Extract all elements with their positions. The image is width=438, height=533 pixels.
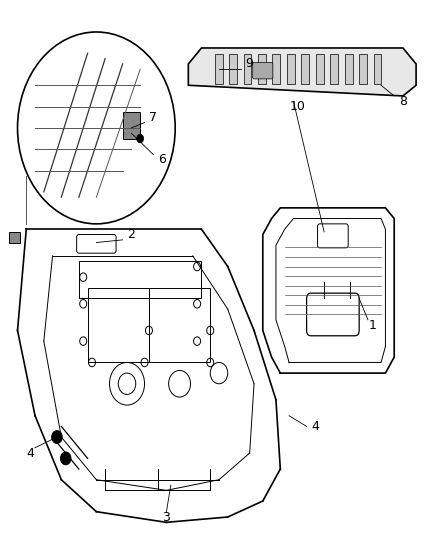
Text: 6: 6 [158,154,166,166]
Bar [244,54,251,84]
Bar [215,54,223,84]
Bar [88,288,149,362]
Bar [301,54,309,84]
Text: 1: 1 [368,319,376,332]
Text: 7: 7 [149,111,157,124]
Text: 3: 3 [162,511,170,523]
Text: 4: 4 [27,447,35,459]
Bar [287,54,295,84]
Circle shape [60,452,71,465]
Text: 4: 4 [311,420,319,433]
Polygon shape [188,48,416,96]
Bar [330,54,338,84]
Bar [229,54,237,84]
Circle shape [18,32,175,224]
Bar [9,232,20,243]
Bar [79,261,201,298]
Text: 10: 10 [290,100,306,113]
Circle shape [52,431,62,443]
Bar [345,54,353,84]
Bar [374,54,381,84]
Text: 2: 2 [127,228,135,241]
Bar [258,54,266,84]
Bar [123,112,140,139]
Bar [316,54,324,84]
FancyBboxPatch shape [253,62,273,79]
Bar [272,54,280,84]
Text: 9: 9 [246,58,254,70]
Bar [359,54,367,84]
Bar [149,288,210,362]
Circle shape [137,134,144,143]
Text: 8: 8 [399,95,407,108]
